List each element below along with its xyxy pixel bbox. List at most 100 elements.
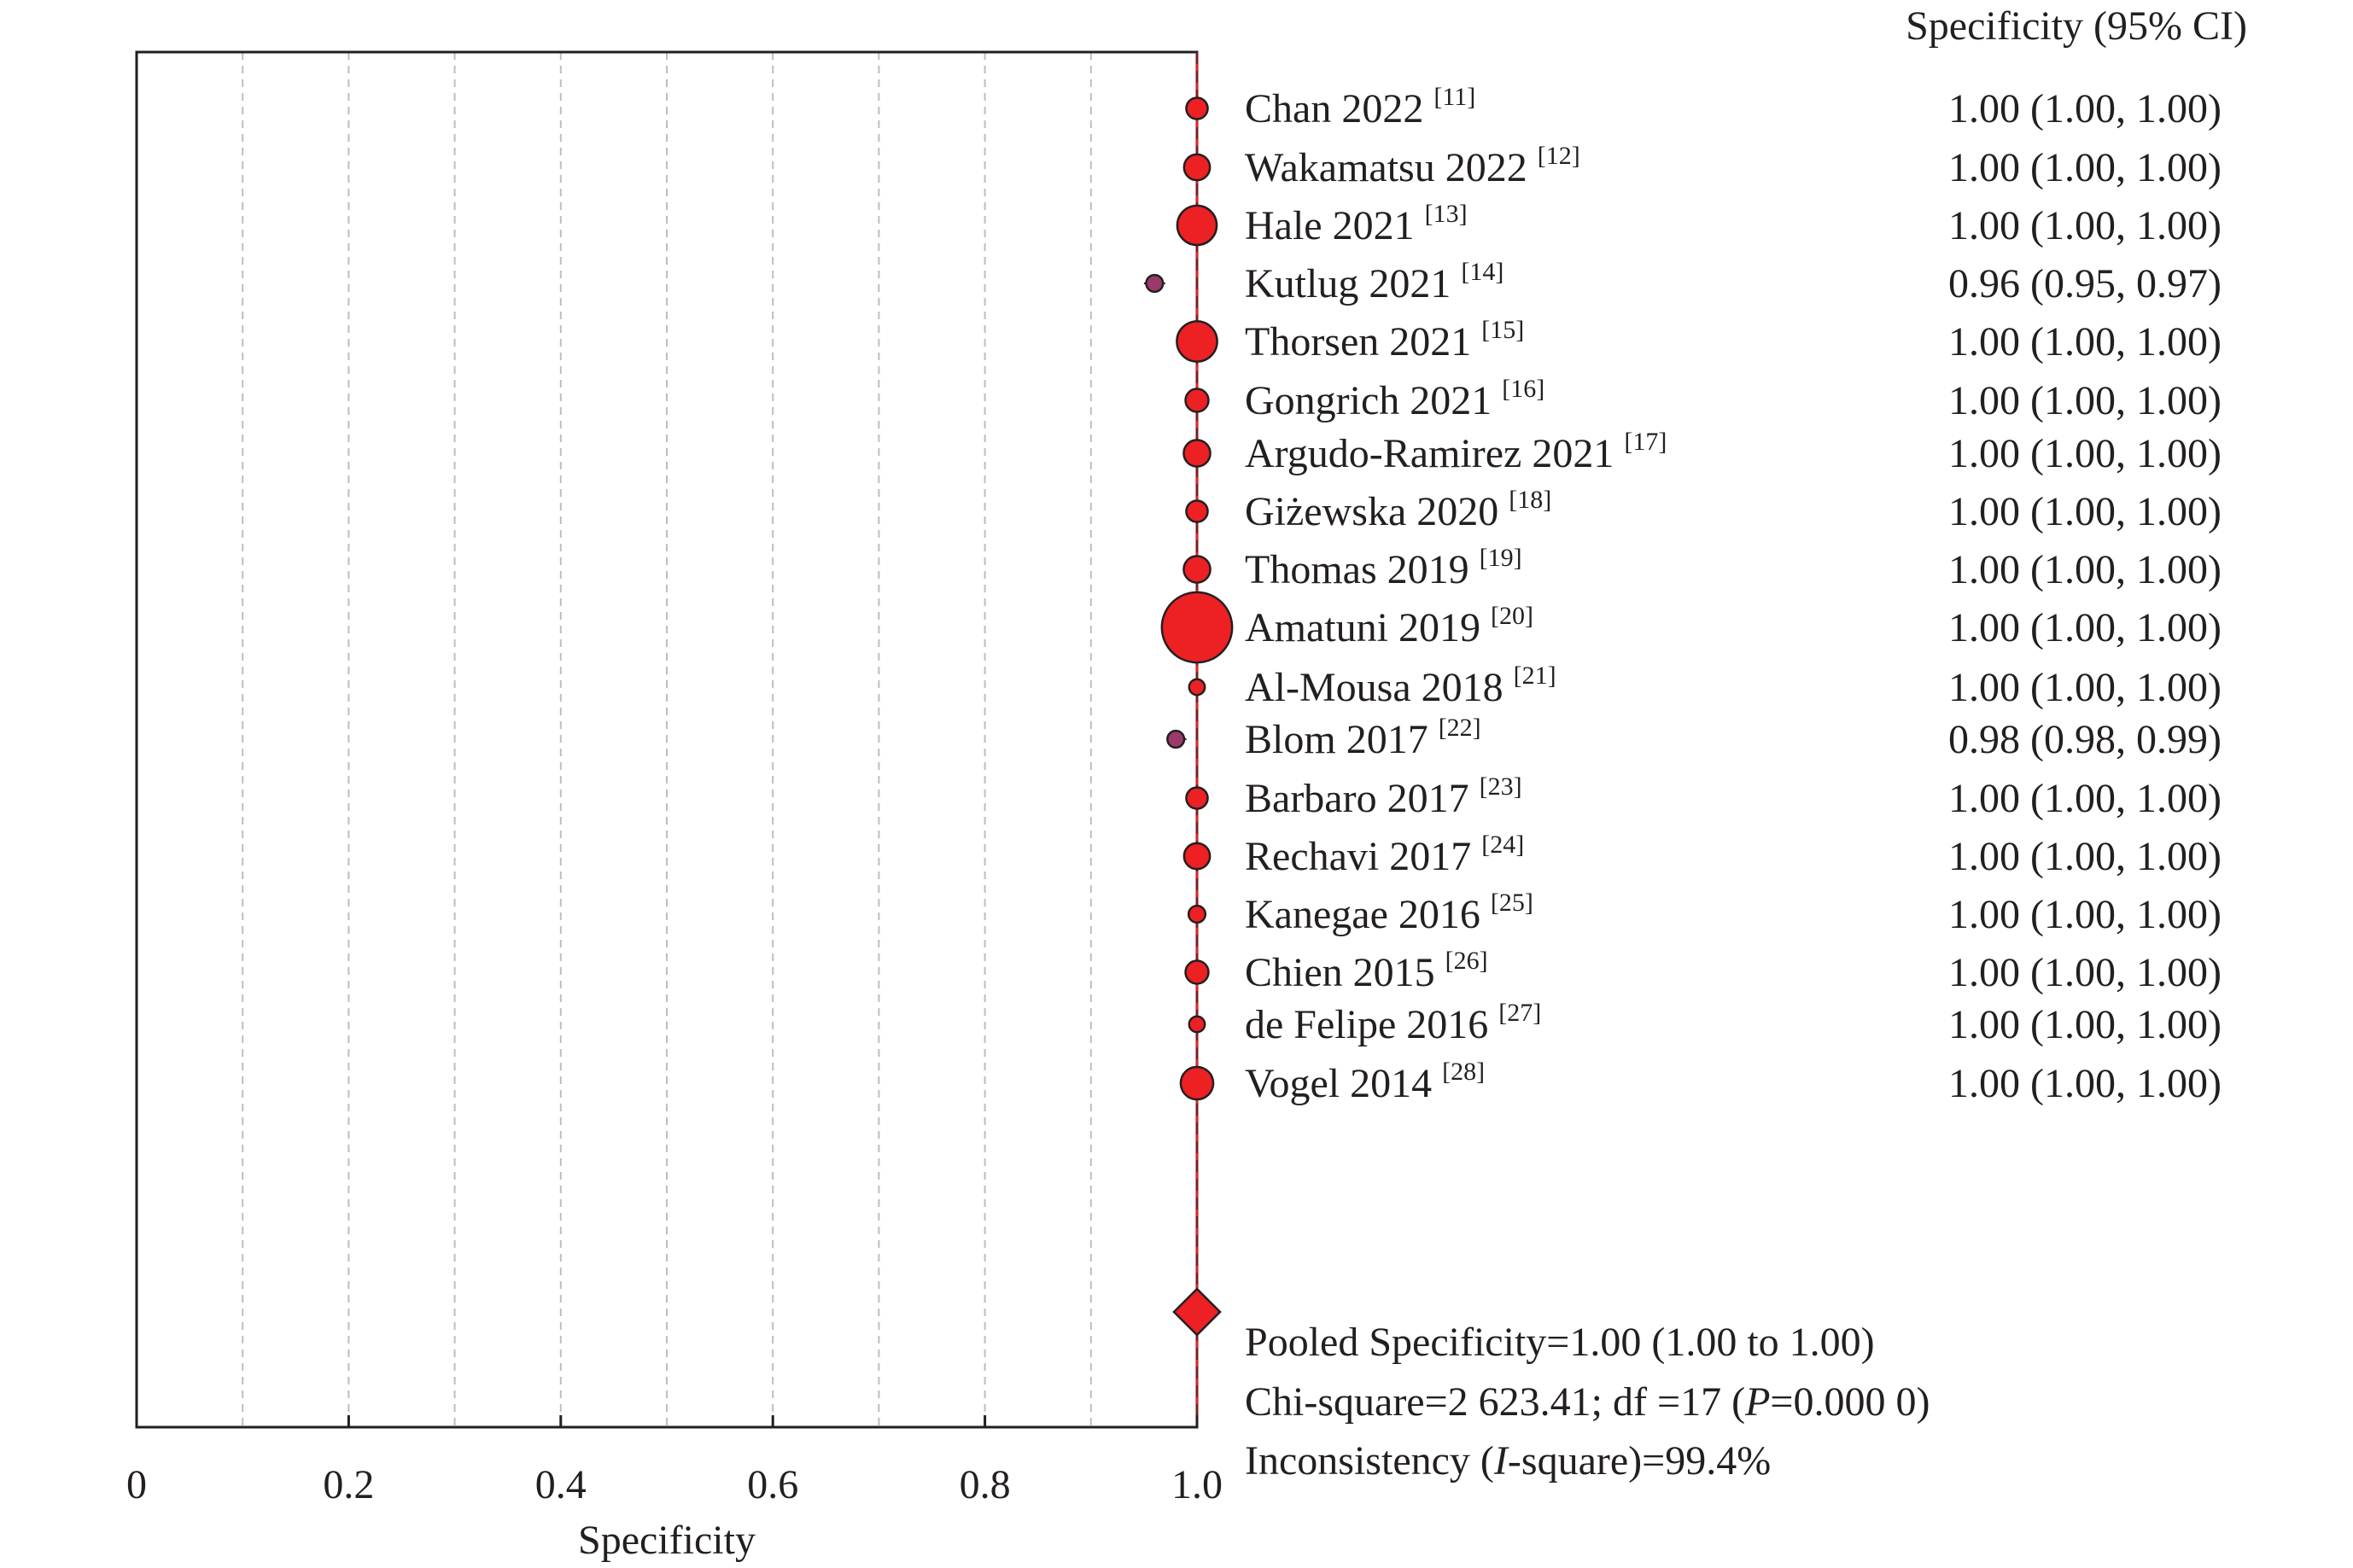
study-value: 1.00 (1.00, 1.00) [1948, 378, 2222, 423]
study-name-text: Blom 2017 [1245, 717, 1439, 762]
chi-square-p: P [1744, 1379, 1770, 1425]
study-name: de Felipe 2016 [27] [1245, 999, 1541, 1047]
study-value: 1.00 (1.00, 1.00) [1948, 605, 2222, 650]
x-axis: 0 0.2 0.4 0.6 0.8 1.0 [126, 1415, 1223, 1507]
pooled-label: Pooled Specificity=1.00 (1.00 to 1.00) [1245, 1320, 1875, 1365]
study-marker [1184, 388, 1210, 413]
study-value: 1.00 (1.00, 1.00) [1948, 776, 2222, 821]
inconsistency-label: Inconsistency (I-square)=99.4% [1245, 1438, 1771, 1483]
study-marker [1179, 1065, 1215, 1101]
pooled-diamond [1172, 1287, 1222, 1337]
study-marker [1187, 904, 1207, 924]
chi-square-label: Chi-square=2 623.41; df =17 (P=0.000 0) [1245, 1379, 1930, 1425]
study-reference: [17] [1624, 428, 1667, 456]
study-name: Kutlug 2021 [14] [1245, 258, 1503, 306]
study-name-text: Hale 2021 [1245, 203, 1425, 248]
study-marker [1182, 153, 1212, 182]
study-name: Blom 2017 [22] [1245, 714, 1481, 762]
study-marker [1185, 499, 1209, 523]
x-axis-label: Specificity [578, 1518, 756, 1563]
study-marker [1160, 591, 1234, 664]
study-reference: [12] [1538, 142, 1580, 170]
study-marker [1185, 96, 1209, 120]
study-reference: [14] [1461, 258, 1503, 286]
x-tick-label: 1.0 [1171, 1462, 1223, 1507]
study-value: 1.00 (1.00, 1.00) [1948, 1061, 2222, 1106]
study-reference: [20] [1491, 602, 1533, 630]
chi-square-text: Chi-square=2 623.41; df =17 ( [1245, 1379, 1745, 1425]
study-marker [1184, 959, 1210, 985]
study-reference: [23] [1480, 772, 1522, 801]
study-name-text: Al-Mousa 2018 [1245, 665, 1514, 710]
study-names: Chan 2022 [11] Wakamatsu 2022 [12] Hale 20… [1245, 83, 1667, 1106]
study-name: Wakamatsu 2022 [12] [1245, 142, 1580, 190]
study-name: Barbaro 2017 [23] [1245, 772, 1522, 821]
study-name-text: Chien 2015 [1245, 950, 1445, 995]
study-marker [1182, 439, 1212, 468]
study-reference: [11] [1433, 83, 1475, 111]
study-marker [1176, 320, 1218, 363]
study-name: Giżewska 2020 [18] [1245, 486, 1551, 534]
study-value: 1.00 (1.00, 1.00) [1948, 145, 2222, 190]
inconsistency-text: Inconsistency ( [1245, 1438, 1494, 1483]
study-name-text: Thorsen 2021 [1245, 319, 1481, 364]
study-reference: [28] [1442, 1058, 1485, 1086]
x-tick-label: 0 [126, 1462, 147, 1507]
study-marker [1185, 786, 1209, 810]
study-value: 1.00 (1.00, 1.00) [1948, 834, 2222, 879]
study-name-text: Kanegae 2016 [1245, 892, 1491, 937]
study-value: 1.00 (1.00, 1.00) [1948, 950, 2222, 995]
study-value: 1.00 (1.00, 1.00) [1948, 1002, 2222, 1047]
study-name-text: Kutlug 2021 [1245, 261, 1461, 306]
study-name: Gongrich 2021 [16] [1245, 375, 1544, 423]
study-name-text: Gongrich 2021 [1245, 378, 1502, 423]
study-reference: [21] [1514, 662, 1556, 690]
study-reference: [22] [1439, 714, 1481, 742]
study-reference: [16] [1502, 375, 1544, 403]
study-marker [1176, 204, 1218, 247]
study-name: Amatuni 2019 [20] [1245, 602, 1533, 650]
study-name: Thorsen 2021 [15] [1245, 316, 1524, 364]
study-marker [1188, 678, 1206, 697]
study-name: Rechavi 2017 [24] [1245, 831, 1524, 879]
study-name-text: de Felipe 2016 [1245, 1002, 1498, 1047]
study-value: 1.00 (1.00, 1.00) [1948, 431, 2222, 476]
study-values: 1.00 (1.00, 1.00) 1.00 (1.00, 1.00) 1.00 (… [1948, 86, 2222, 1106]
inconsistency-i: I [1493, 1438, 1509, 1483]
study-name-text: Wakamatsu 2022 [1245, 145, 1538, 190]
study-value: 1.00 (1.00, 1.00) [1948, 489, 2222, 534]
study-name: Thomas 2019 [19] [1245, 544, 1522, 592]
study-name: Chien 2015 [26] [1245, 947, 1488, 995]
column-header: Specificity (95% CI) [1906, 3, 2247, 49]
study-reference: [15] [1481, 316, 1524, 344]
study-marker [1182, 555, 1212, 584]
study-name-text: Chan 2022 [1245, 86, 1433, 131]
study-reference: [19] [1480, 544, 1522, 572]
study-value: 0.96 (0.95, 0.97) [1948, 261, 2222, 306]
chi-square-p-value: =0.000 0) [1770, 1379, 1930, 1425]
study-name-text: Argudo-Ramirez 2021 [1245, 431, 1624, 476]
study-value: 1.00 (1.00, 1.00) [1948, 319, 2222, 364]
study-marker [1182, 842, 1212, 871]
x-tick-label: 0.2 [323, 1462, 374, 1507]
study-name-text: Giżewska 2020 [1245, 489, 1509, 534]
x-tick-label: 0.6 [747, 1462, 798, 1507]
study-value: 0.98 (0.98, 0.99) [1948, 717, 2222, 762]
study-name: Vogel 2014 [28] [1245, 1058, 1485, 1106]
study-value: 1.00 (1.00, 1.00) [1948, 203, 2222, 248]
study-name: Chan 2022 [11] [1245, 83, 1475, 131]
study-reference: [25] [1491, 889, 1533, 917]
study-name-text: Rechavi 2017 [1245, 834, 1481, 879]
study-name: Hale 2021 [13] [1245, 200, 1468, 248]
study-name: Al-Mousa 2018 [21] [1245, 662, 1556, 710]
study-marker [1166, 729, 1186, 749]
study-reference: [27] [1498, 999, 1541, 1027]
study-reference: [24] [1481, 831, 1524, 859]
study-markers [1143, 96, 1234, 1101]
study-name: Kanegae 2016 [25] [1245, 889, 1533, 937]
study-name-text: Amatuni 2019 [1245, 605, 1491, 650]
x-tick-label: 0.8 [960, 1462, 1011, 1507]
study-value: 1.00 (1.00, 1.00) [1948, 665, 2222, 710]
study-value: 1.00 (1.00, 1.00) [1948, 892, 2222, 937]
